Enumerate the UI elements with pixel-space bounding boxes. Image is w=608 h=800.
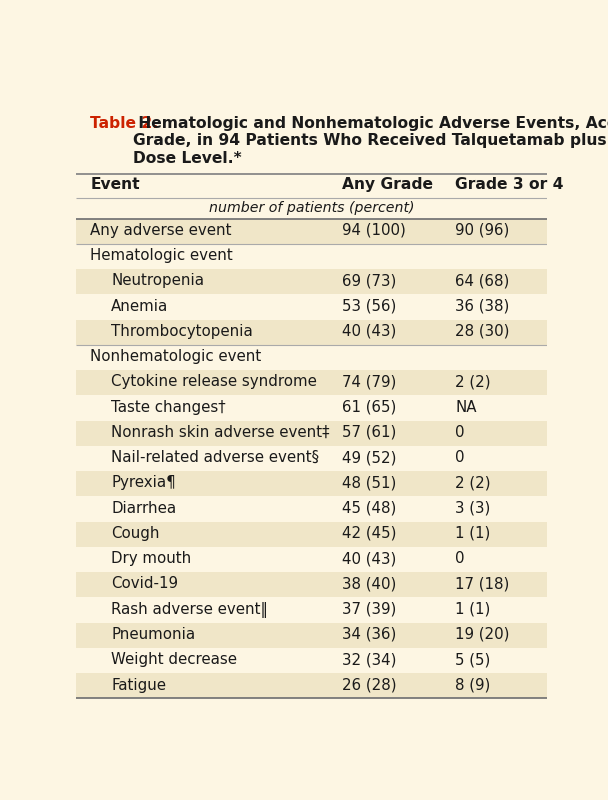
Text: 3 (3): 3 (3) xyxy=(455,501,491,516)
Text: Rash adverse event‖: Rash adverse event‖ xyxy=(111,602,268,618)
Text: 74 (79): 74 (79) xyxy=(342,374,396,390)
Text: 17 (18): 17 (18) xyxy=(455,577,510,591)
Text: 42 (45): 42 (45) xyxy=(342,526,397,541)
Bar xyxy=(76,622,547,648)
Text: 40 (43): 40 (43) xyxy=(342,551,396,566)
Text: 69 (73): 69 (73) xyxy=(342,274,396,289)
Text: 57 (61): 57 (61) xyxy=(342,425,396,440)
Text: 45 (48): 45 (48) xyxy=(342,501,396,516)
Text: Grade 3 or 4: Grade 3 or 4 xyxy=(455,177,564,192)
Text: 36 (38): 36 (38) xyxy=(455,298,510,314)
Text: 32 (34): 32 (34) xyxy=(342,652,397,667)
Text: 0: 0 xyxy=(455,551,465,566)
Text: Pyrexia¶: Pyrexia¶ xyxy=(111,475,176,490)
Text: 2 (2): 2 (2) xyxy=(455,475,491,490)
Text: 38 (40): 38 (40) xyxy=(342,577,396,591)
Text: Nonhematologic event: Nonhematologic event xyxy=(90,349,261,364)
Text: Nail-related adverse event§: Nail-related adverse event§ xyxy=(111,450,319,466)
Text: NA: NA xyxy=(455,400,477,414)
Text: 94 (100): 94 (100) xyxy=(342,223,406,238)
Text: 0: 0 xyxy=(455,425,465,440)
Text: number of patients (percent): number of patients (percent) xyxy=(209,201,414,214)
Text: 64 (68): 64 (68) xyxy=(455,274,510,289)
Text: 61 (65): 61 (65) xyxy=(342,400,396,414)
Text: Hematologic event: Hematologic event xyxy=(90,248,233,263)
Text: Cough: Cough xyxy=(111,526,160,541)
Text: Thrombocytopenia: Thrombocytopenia xyxy=(111,324,253,339)
Text: Event: Event xyxy=(90,177,140,192)
Text: 40 (43): 40 (43) xyxy=(342,324,396,339)
Bar xyxy=(76,320,547,345)
Text: 34 (36): 34 (36) xyxy=(342,627,396,642)
Text: 0: 0 xyxy=(455,450,465,466)
Bar xyxy=(76,96,547,169)
Bar xyxy=(76,471,547,497)
Bar xyxy=(76,370,547,395)
Text: 26 (28): 26 (28) xyxy=(342,678,397,693)
Text: Pneumonia: Pneumonia xyxy=(111,627,195,642)
Text: 48 (51): 48 (51) xyxy=(342,475,396,490)
Text: Nonrash skin adverse event‡: Nonrash skin adverse event‡ xyxy=(111,425,330,440)
Bar xyxy=(76,572,547,598)
Text: 53 (56): 53 (56) xyxy=(342,298,396,314)
Text: Any adverse event: Any adverse event xyxy=(90,223,232,238)
Text: Cytokine release syndrome: Cytokine release syndrome xyxy=(111,374,317,390)
Text: Covid-19: Covid-19 xyxy=(111,577,178,591)
Text: 8 (9): 8 (9) xyxy=(455,678,491,693)
Bar xyxy=(76,421,547,446)
Text: 1 (1): 1 (1) xyxy=(455,526,491,541)
Text: Fatigue: Fatigue xyxy=(111,678,167,693)
Text: 19 (20): 19 (20) xyxy=(455,627,510,642)
Text: 90 (96): 90 (96) xyxy=(455,223,510,238)
Bar xyxy=(76,218,547,244)
Text: Taste changes†: Taste changes† xyxy=(111,400,226,414)
Text: 5 (5): 5 (5) xyxy=(455,652,491,667)
Text: Hematologic and Nonhematologic Adverse Events, According to
Grade, in 94 Patient: Hematologic and Nonhematologic Adverse E… xyxy=(134,116,608,166)
Text: 37 (39): 37 (39) xyxy=(342,602,396,617)
Text: 49 (52): 49 (52) xyxy=(342,450,397,466)
Bar xyxy=(76,522,547,547)
Text: 1 (1): 1 (1) xyxy=(455,602,491,617)
Bar xyxy=(76,269,547,294)
Text: Anemia: Anemia xyxy=(111,298,168,314)
Text: 2 (2): 2 (2) xyxy=(455,374,491,390)
Bar xyxy=(76,673,547,698)
Text: Any Grade: Any Grade xyxy=(342,177,434,192)
Text: Table 2.: Table 2. xyxy=(90,116,159,130)
Text: Dry mouth: Dry mouth xyxy=(111,551,192,566)
Text: Neutropenia: Neutropenia xyxy=(111,274,204,289)
Text: Diarrhea: Diarrhea xyxy=(111,501,176,516)
Text: Weight decrease: Weight decrease xyxy=(111,652,237,667)
Text: 28 (30): 28 (30) xyxy=(455,324,510,339)
